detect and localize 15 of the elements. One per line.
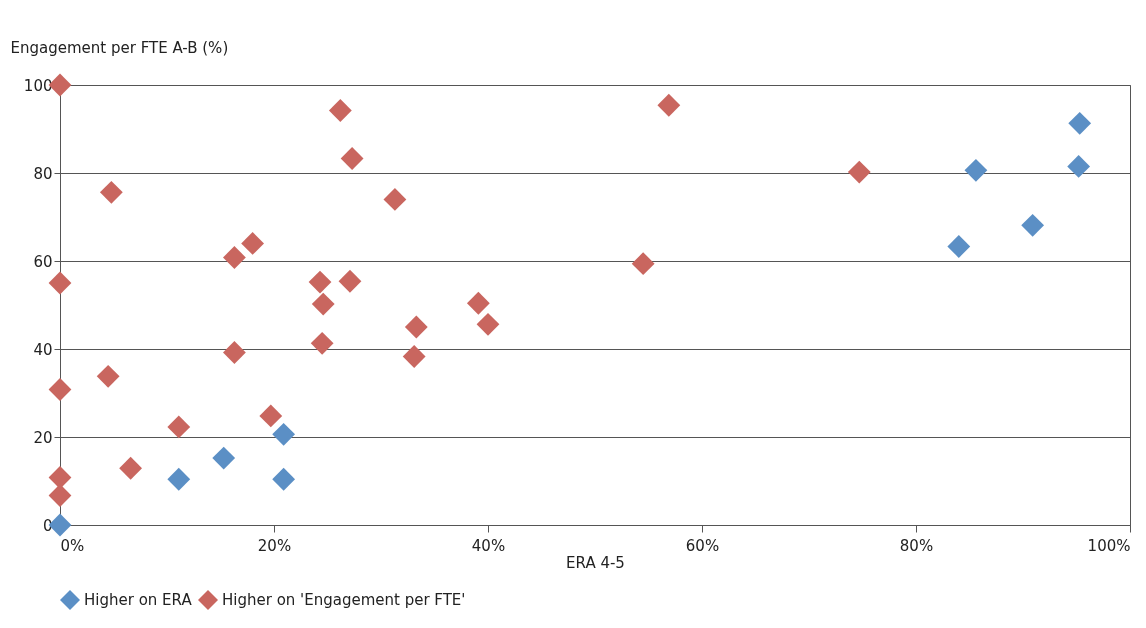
x-tick-label: 80%: [899, 536, 934, 555]
y-tick-label: 80: [33, 164, 53, 183]
y-tick-label: 100: [23, 76, 53, 95]
y-tick-label: 60: [33, 252, 53, 271]
y-tick-label: 20: [33, 428, 53, 447]
legend-label: Higher on ERA: [84, 591, 193, 609]
x-tick-label: 20%: [257, 536, 292, 555]
x-tick-label: 0%: [60, 536, 85, 555]
x-tick-label: 40%: [471, 536, 506, 555]
x-tick-label: 100%: [1087, 536, 1131, 555]
x-tick-label: 60%: [685, 536, 720, 555]
x-axis-title: ERA 4-5: [566, 553, 625, 572]
y-tick-label: 40: [33, 340, 53, 359]
y-axis-title: Engagement per FTE A-B (%): [10, 38, 229, 57]
legend-label: Higher on 'Engagement per FTE': [222, 591, 466, 609]
